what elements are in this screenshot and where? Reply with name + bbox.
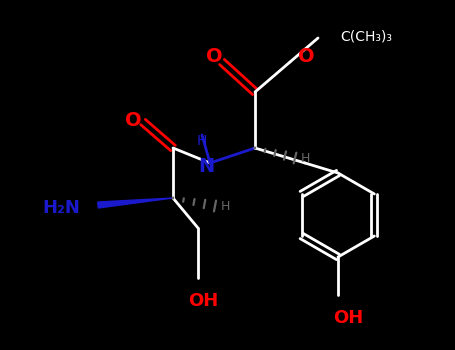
Text: N: N — [198, 158, 214, 176]
Text: O: O — [206, 48, 222, 66]
Text: O: O — [125, 111, 142, 130]
Text: H: H — [197, 134, 207, 148]
Text: O: O — [298, 48, 314, 66]
Polygon shape — [98, 198, 173, 208]
Text: OH: OH — [333, 309, 363, 327]
Text: H₂N: H₂N — [42, 199, 80, 217]
Text: OH: OH — [188, 292, 218, 310]
Text: C(CH₃)₃: C(CH₃)₃ — [340, 29, 392, 43]
Text: H: H — [221, 199, 230, 212]
Text: H: H — [301, 152, 310, 164]
